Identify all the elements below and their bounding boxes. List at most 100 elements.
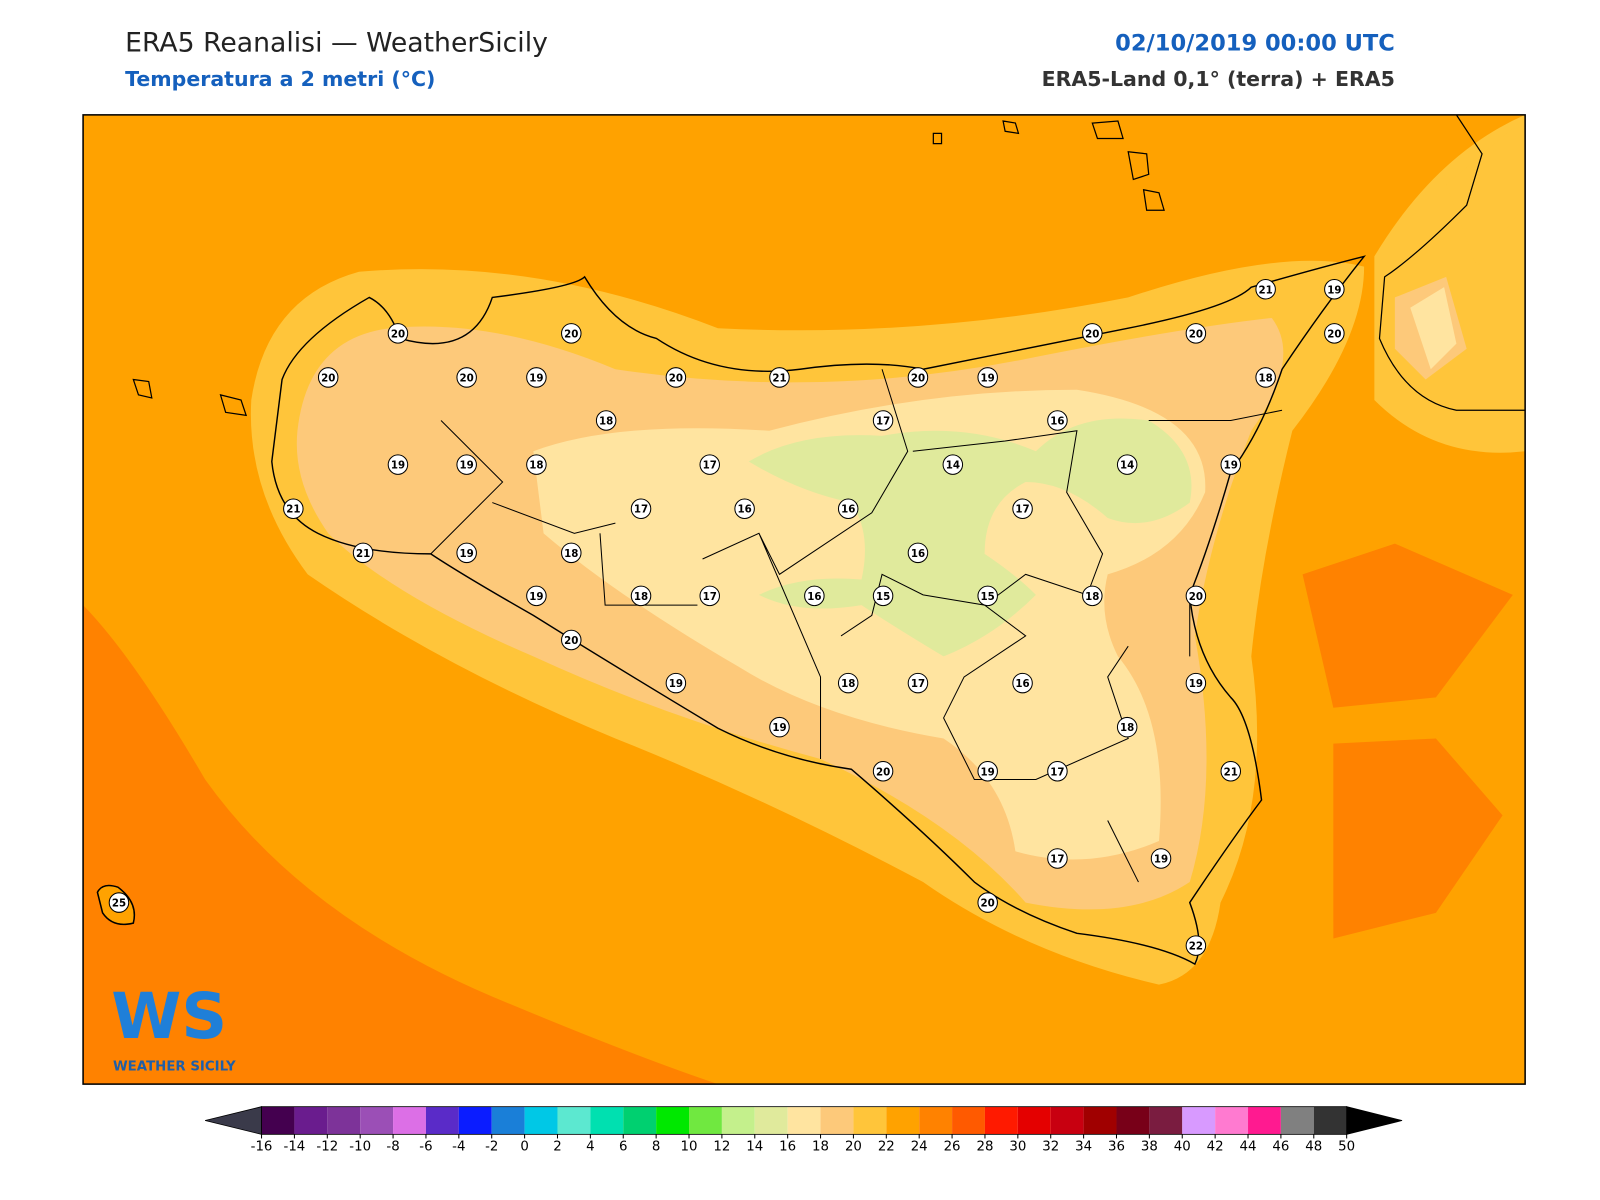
station-marker (595, 410, 617, 431)
station-marker (456, 454, 477, 475)
colorbar-tick-label: 38 (1141, 1140, 1158, 1155)
station-value: 19 (529, 372, 543, 384)
station-value: 14 (946, 460, 960, 472)
station-value: 16 (841, 504, 855, 516)
colorbar-tick-label: 46 (1272, 1140, 1289, 1155)
station-value: 19 (391, 460, 405, 472)
station-value: 25 (112, 898, 126, 910)
station-marker (907, 672, 929, 694)
colorbar-tick-label: 18 (812, 1140, 829, 1155)
colorbar-bin (886, 1106, 920, 1135)
station-value: 20 (460, 372, 474, 384)
contour-14 (748, 418, 1192, 657)
station-value: 19 (981, 372, 995, 384)
colorbar-tick-label: 24 (911, 1140, 928, 1155)
station-value: 20 (321, 372, 335, 384)
station-marker (1185, 323, 1207, 344)
station-marker (907, 542, 929, 564)
colorbar-bin (1050, 1106, 1084, 1135)
station-value: 19 (772, 722, 786, 734)
station-value: 20 (911, 372, 925, 384)
station-marker (942, 454, 964, 475)
colorbar-tick-label: 0 (520, 1140, 528, 1155)
station-value: 20 (564, 635, 578, 647)
colorbar-bin (1280, 1106, 1314, 1135)
colorbar-bin (491, 1106, 525, 1135)
station-value: 21 (356, 548, 370, 560)
colorbar-bin (458, 1106, 492, 1135)
station-marker (1150, 848, 1172, 869)
station-value: 18 (1259, 372, 1273, 384)
colorbar-bin (1017, 1106, 1051, 1135)
warm-zone (83, 605, 718, 1085)
colorbar-tick-label: -2 (485, 1140, 498, 1155)
colorbar-tick-label: 8 (652, 1140, 660, 1155)
colorbar-bin (557, 1106, 591, 1135)
colorbar-bin (787, 1106, 821, 1135)
station-marker (907, 367, 929, 388)
source: ERA5-Land 0,1° (terra) + ERA5 (1042, 67, 1395, 91)
station-value: 17 (703, 591, 717, 603)
colorbar-bin (590, 1106, 624, 1135)
warm-zone (1333, 738, 1503, 939)
colorbar-bin (656, 1106, 690, 1135)
station-marker (1324, 323, 1345, 344)
station-marker (1082, 585, 1103, 607)
station-marker (387, 323, 409, 344)
colorbar-bin (425, 1106, 459, 1135)
minor-islands (132, 120, 1165, 417)
station-marker (1116, 716, 1138, 738)
station-value: 17 (1050, 766, 1064, 778)
station-value: 16 (1015, 678, 1029, 690)
station-value: 15 (876, 591, 890, 603)
station-value: 21 (286, 504, 300, 516)
station-marker (977, 367, 998, 388)
date: 02/10/2019 00:00 UTC (1115, 31, 1395, 57)
station-value: 19 (1154, 853, 1168, 865)
station-marker (561, 629, 582, 651)
station-value: 18 (841, 678, 855, 690)
colorbar-tick-label: 36 (1108, 1140, 1125, 1155)
station-marker (1116, 454, 1138, 475)
colorbar-tick-label: 32 (1042, 1140, 1059, 1155)
station-marker (526, 585, 547, 607)
station-marker (1047, 761, 1068, 782)
station-marker (1185, 585, 1207, 607)
calabria-coast (1378, 114, 1526, 411)
station-marker (837, 672, 859, 694)
station-value: 17 (911, 678, 925, 690)
station-value: 15 (981, 591, 995, 603)
colorbar-tick-label: -10 (349, 1140, 371, 1155)
colorbar-tick-label: 22 (878, 1140, 895, 1155)
colorbar-bin (1215, 1106, 1249, 1135)
station-marker (872, 410, 894, 431)
station-value: 19 (1327, 284, 1341, 296)
colorbar-tick-label: 44 (1240, 1140, 1257, 1155)
colorbar-tick-label: 28 (976, 1140, 993, 1155)
colorbar-tick-label: -8 (386, 1140, 399, 1155)
warm-zone (1302, 543, 1513, 708)
station-value: 20 (391, 328, 405, 340)
station-marker (456, 367, 477, 388)
colorbar-bin (1149, 1106, 1183, 1135)
colorbar-tick-label: 26 (944, 1140, 961, 1155)
station-marker (1047, 848, 1068, 869)
stations: 20 20 20 20 19 20 21 20 19 20 20 21 19 20 18 18 17 16 19 19… (108, 278, 1345, 956)
station-marker (630, 585, 652, 607)
colorbar-bin (754, 1106, 788, 1135)
colorbar-tick-label: 16 (779, 1140, 796, 1155)
station-marker (1012, 672, 1033, 694)
colorbar-tick-label: 20 (845, 1140, 862, 1155)
colorbar-tick-label: -14 (284, 1140, 306, 1155)
station-value: 16 (911, 548, 925, 560)
station-marker (352, 542, 374, 564)
map-area: 20 20 20 20 19 20 21 20 19 20 20 21 19 20 18 18 17 16 19 19… (82, 114, 1526, 1085)
station-marker (769, 716, 790, 738)
colorbar-frame (261, 1106, 1348, 1135)
colorbar-bin (261, 1106, 295, 1135)
station-value: 16 (807, 591, 821, 603)
colorbar-tick-label: -4 (452, 1140, 465, 1155)
station-value: 19 (529, 591, 543, 603)
station-marker (561, 542, 582, 564)
